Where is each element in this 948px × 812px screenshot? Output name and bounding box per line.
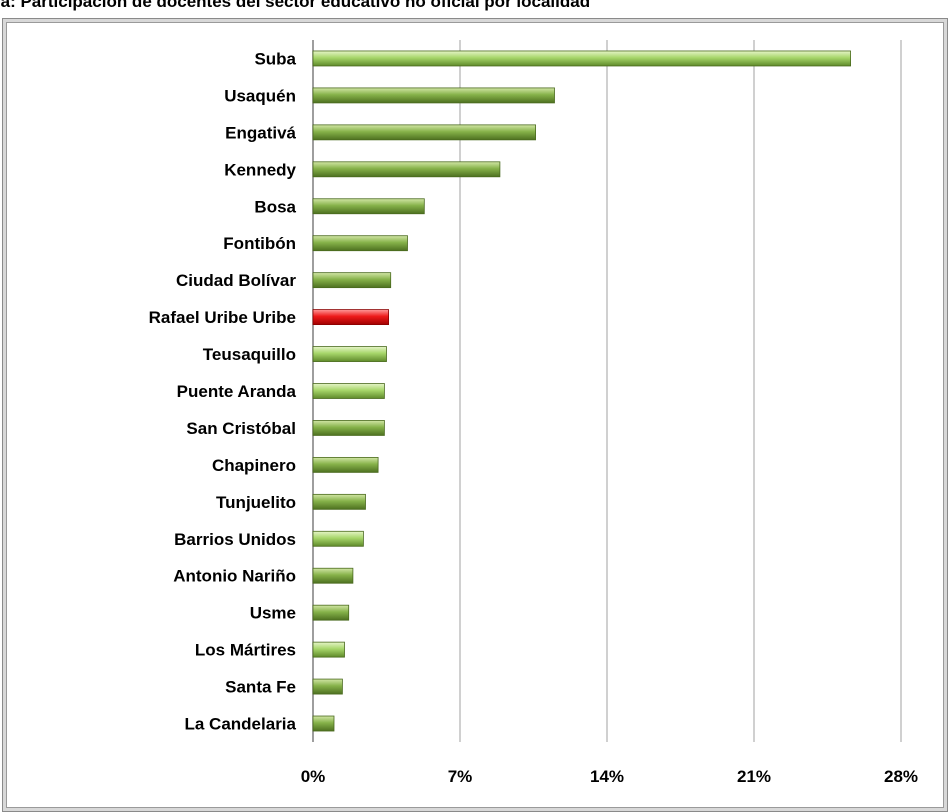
x-tick-label: 21% [737, 767, 771, 786]
x-tick-label: 7% [448, 767, 473, 786]
x-axis-ticks: 0% 7% 14% 21% 28% [301, 767, 918, 786]
x-tick-label: 14% [590, 767, 624, 786]
category-label: San Cristóbal [186, 419, 296, 438]
bar-teusaquillo [312, 346, 387, 362]
category-label: Antonio Nariño [173, 567, 296, 586]
bar-los-martires [312, 641, 345, 658]
bar-suba [312, 50, 851, 67]
bar-engativa [312, 124, 537, 141]
x-tick-label: 0% [301, 767, 326, 786]
bar-antonio-narino [312, 567, 354, 584]
category-label: Fontibón [223, 234, 296, 253]
bar-kennedy [312, 161, 501, 178]
bar-usaquen [312, 87, 555, 104]
category-label: Barrios Unidos [174, 530, 296, 549]
category-label: Kennedy [224, 160, 296, 179]
category-label: Suba [254, 49, 296, 68]
category-label: Rafael Uribe Uribe [149, 308, 296, 327]
category-label: Usme [250, 604, 296, 623]
bar-san-cristobal [312, 420, 385, 436]
category-label: La Candelaria [185, 715, 297, 734]
category-labels: Suba Usaquén Engativá Kennedy Bosa Fontibón Ci… [149, 49, 297, 733]
bar-rafael-uribe-uribe [312, 309, 389, 326]
category-label: Ciudad Bolívar [176, 271, 296, 290]
category-label: Chapinero [212, 456, 296, 475]
bar-santa-fe [312, 678, 343, 695]
category-label: Teusaquillo [203, 345, 296, 364]
chart-title: ra: Participación de docentes del sector… [0, 0, 591, 11]
bar-usme [312, 604, 350, 621]
category-label: Los Mártires [195, 641, 296, 660]
bar-bosa [312, 198, 425, 215]
bar-ciudad-bolivar [312, 272, 392, 289]
gridlines [312, 40, 902, 742]
bar-barrios-unidos [312, 530, 364, 547]
x-tick-label: 28% [884, 767, 918, 786]
category-label: Bosa [254, 197, 296, 216]
category-label: Usaquén [224, 86, 296, 105]
category-label: Puente Aranda [177, 382, 297, 401]
bars [312, 50, 851, 732]
bar-puente-aranda [312, 383, 385, 399]
bar-fontibon [312, 235, 408, 252]
chart-frame [2, 18, 948, 812]
category-label: Tunjuelito [216, 493, 296, 512]
bar-chapinero [312, 456, 379, 473]
bar-la-candelaria [312, 715, 335, 732]
bar-tunjuelito [312, 493, 366, 510]
category-label: Santa Fe [225, 678, 296, 697]
category-label: Engativá [225, 123, 296, 142]
